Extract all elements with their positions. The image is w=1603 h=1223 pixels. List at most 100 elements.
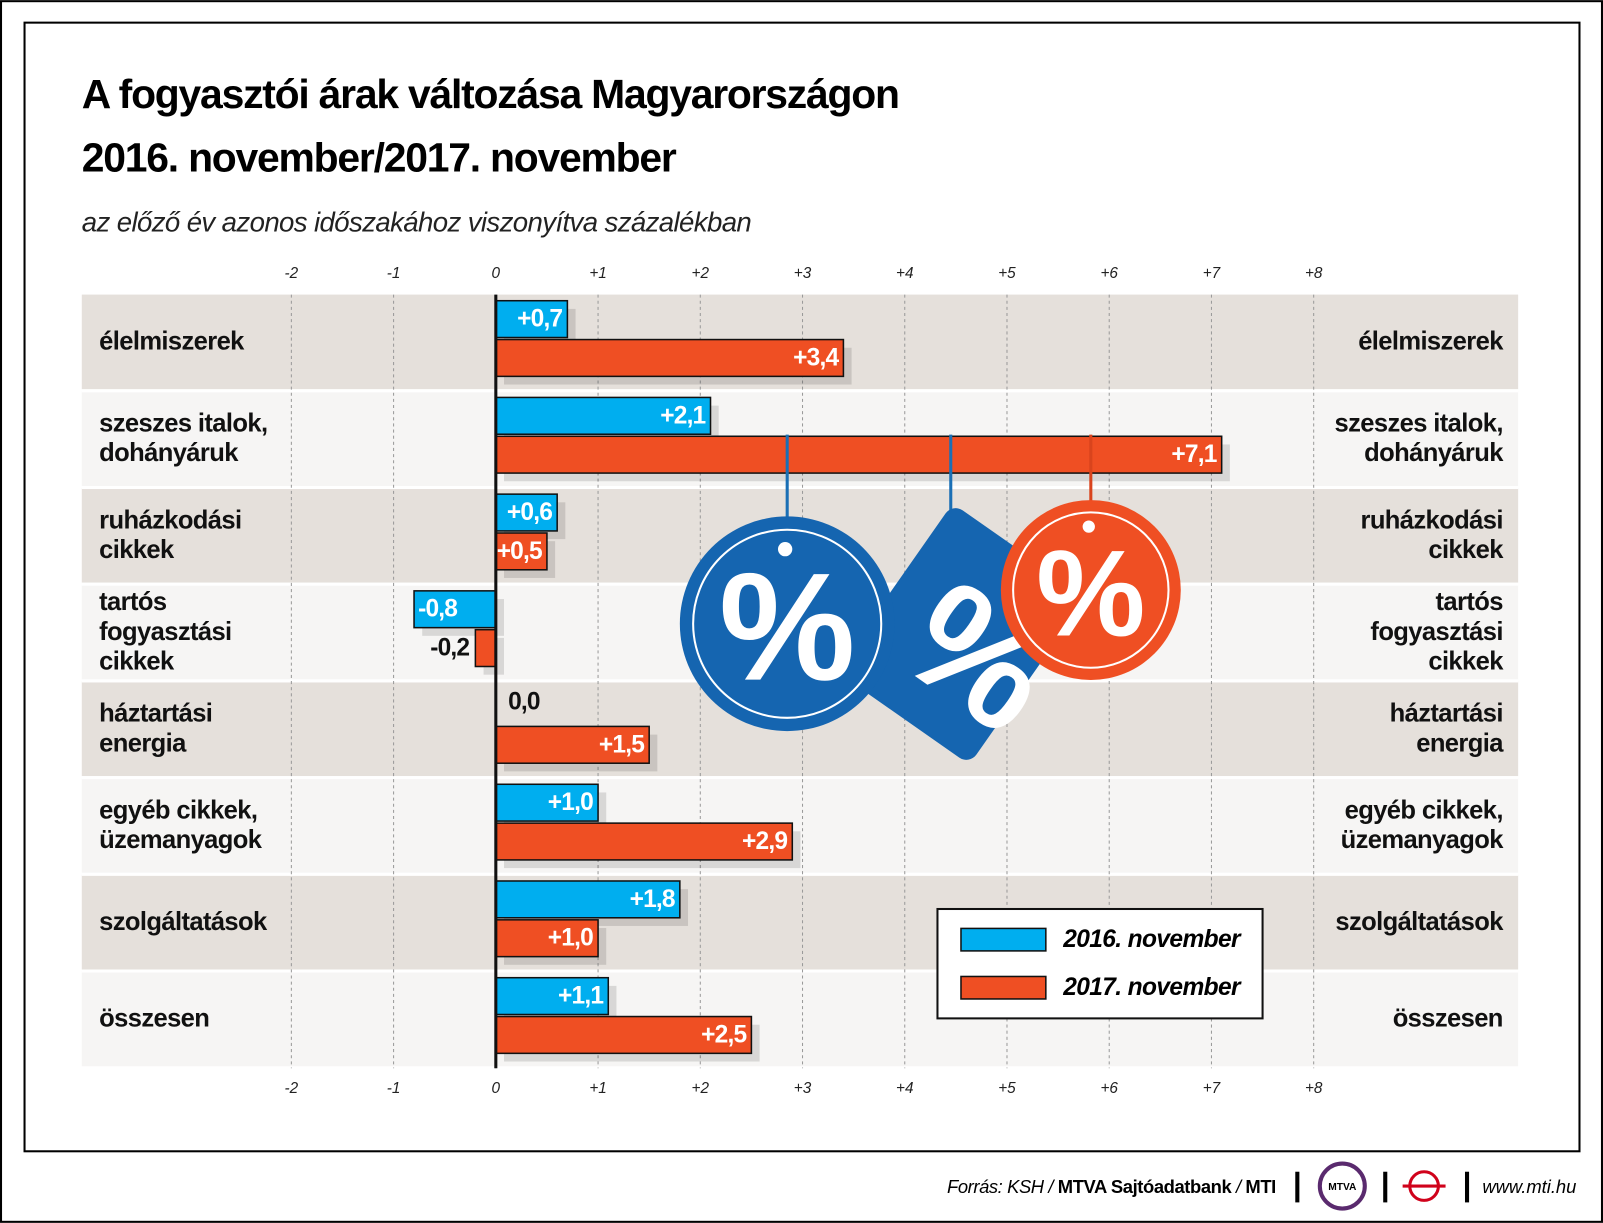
svg-text:%: %: [1036, 525, 1145, 662]
value-label: +1,1: [558, 983, 603, 1010]
value-label: +3,4: [793, 344, 839, 371]
value-label: +2,1: [660, 402, 705, 429]
row-sep: [81, 485, 1519, 490]
bars: +0,7 +2,1 +0,6 -0,8 0,0 +1,0 +1,8 +1,1 +3,4 +7,1 +…: [413, 294, 1230, 1069]
legend-label: 2017. november: [1062, 974, 1242, 1001]
value-label: +0,6: [507, 499, 552, 526]
category-label-right: energia: [1416, 729, 1504, 757]
x-tick-label-bottom: +3: [794, 1080, 812, 1097]
source-org: MTVA Sajtóadatbank: [1058, 1176, 1233, 1197]
svg-text:%: %: [719, 542, 855, 713]
row-band: [81, 971, 1519, 1067]
grid: -2 -2 -1 -1 0 0 +1 +1 +2 +2 +3 +3 +4 +4 +5 +5 +6 +6 +7 +7 +8…: [285, 265, 1323, 1097]
category-label: fogyasztási: [99, 618, 231, 646]
bar: [495, 396, 712, 435]
separator: [1464, 1171, 1470, 1203]
url: www.mti.hu: [1482, 1176, 1576, 1197]
row-sep: [81, 389, 1519, 393]
x-tick-label: +8: [1305, 265, 1323, 282]
value-label: +1,5: [599, 731, 644, 758]
bar: [495, 299, 569, 339]
x-tick-label-bottom: +2: [692, 1080, 710, 1097]
x-tick-label-bottom: -1: [387, 1080, 401, 1097]
bar: [495, 976, 610, 1016]
row-band: [81, 778, 1519, 873]
source-sep: /: [1231, 1176, 1245, 1197]
legend-label: 2016. november: [1062, 926, 1242, 953]
value-label: +2,9: [742, 828, 787, 855]
chart-subtitle: az előző év azonos időszakához viszonyít…: [82, 206, 752, 237]
x-tick-label: -1: [387, 265, 401, 282]
category-label: üzemanyagok: [99, 826, 263, 854]
category-label-right: egyéb cikkek,: [1345, 796, 1503, 824]
category-label-right: üzemanyagok: [1341, 826, 1505, 854]
source-label: Forrás: KSH /: [947, 1176, 1058, 1197]
bar: [474, 628, 497, 668]
category-label: cikkek: [99, 536, 175, 564]
x-tick-label-bottom: +5: [998, 1080, 1016, 1097]
logo-text: MTVA: [1328, 1182, 1357, 1193]
category-label-right: tartós: [1436, 588, 1504, 616]
x-tick-label: 0: [492, 265, 501, 282]
x-tick-label-bottom: +1: [589, 1080, 606, 1097]
value-label: +1,0: [548, 789, 593, 816]
value-label: +7,1: [1171, 441, 1216, 468]
category-label: cikkek: [99, 647, 175, 675]
category-label-right: cikkek: [1428, 647, 1504, 675]
x-tick-label: +5: [998, 265, 1016, 282]
category-label: szolgáltatások: [99, 908, 268, 936]
category-label: tartós: [99, 588, 167, 616]
legend: 2016. november 2017. november: [936, 907, 1264, 1020]
bar: [495, 783, 599, 822]
category-label: ruházkodási: [99, 506, 241, 534]
legend-swatch: [960, 975, 1047, 1000]
x-tick-label: +2: [692, 265, 710, 282]
x-tick-label-bottom: +4: [896, 1080, 913, 1097]
value-label: +0,7: [517, 306, 562, 333]
category-label: egyéb cikkek,: [99, 796, 257, 824]
legend-swatch: [960, 927, 1047, 952]
row-sep: [81, 776, 1519, 780]
category-label: szeszes italok,: [99, 410, 267, 438]
category-label: élelmiszerek: [99, 328, 245, 356]
x-tick-label: +1: [589, 265, 606, 282]
bar: [495, 338, 845, 378]
bar: [413, 590, 497, 629]
category-label-right: összesen: [1393, 1005, 1503, 1033]
source: Forrás: KSH / MTVA Sajtóadatbank / MTI: [947, 1176, 1276, 1197]
value-label: -0,8: [418, 596, 457, 623]
separator: [1383, 1171, 1388, 1203]
row-sep: [81, 969, 1519, 973]
bar: [495, 822, 794, 861]
bar: [495, 532, 548, 571]
x-tick-label-bottom: +8: [1305, 1080, 1323, 1097]
value-label: +2,5: [701, 1021, 746, 1048]
source-agency: MTI: [1245, 1176, 1275, 1197]
value-label: +0,5: [497, 538, 542, 565]
legend-box: [936, 907, 1264, 1020]
row-band: [81, 874, 1519, 970]
chart-title: A fogyasztói árak változása Magyarország…: [82, 71, 899, 117]
separator: [1295, 1171, 1300, 1203]
chart-title: 2016. november/2017. november: [82, 134, 677, 180]
category-label-right: dohányáruk: [1364, 439, 1504, 467]
value-label: 0,0: [508, 688, 540, 715]
x-tick-label: +6: [1100, 265, 1118, 282]
x-tick-label: +3: [794, 265, 812, 282]
category-label: összesen: [99, 1005, 209, 1033]
value-label: -0,2: [430, 635, 469, 662]
category-label-right: ruházkodási: [1360, 506, 1502, 534]
row-sep: [81, 872, 1519, 876]
x-tick-label-bottom: 0: [492, 1080, 501, 1097]
category-label-right: élelmiszerek: [1358, 328, 1504, 356]
category-label-right: szolgáltatások: [1335, 908, 1504, 936]
category-label: háztartási: [99, 700, 212, 728]
category-label-right: cikkek: [1428, 536, 1504, 564]
bar: [495, 435, 1223, 474]
category-label-right: háztartási: [1390, 700, 1503, 728]
category-label: dohányáruk: [99, 439, 239, 467]
x-tick-label-bottom: +7: [1203, 1080, 1221, 1097]
value-label: +1,0: [548, 925, 593, 952]
x-tick-label: -2: [285, 265, 299, 282]
